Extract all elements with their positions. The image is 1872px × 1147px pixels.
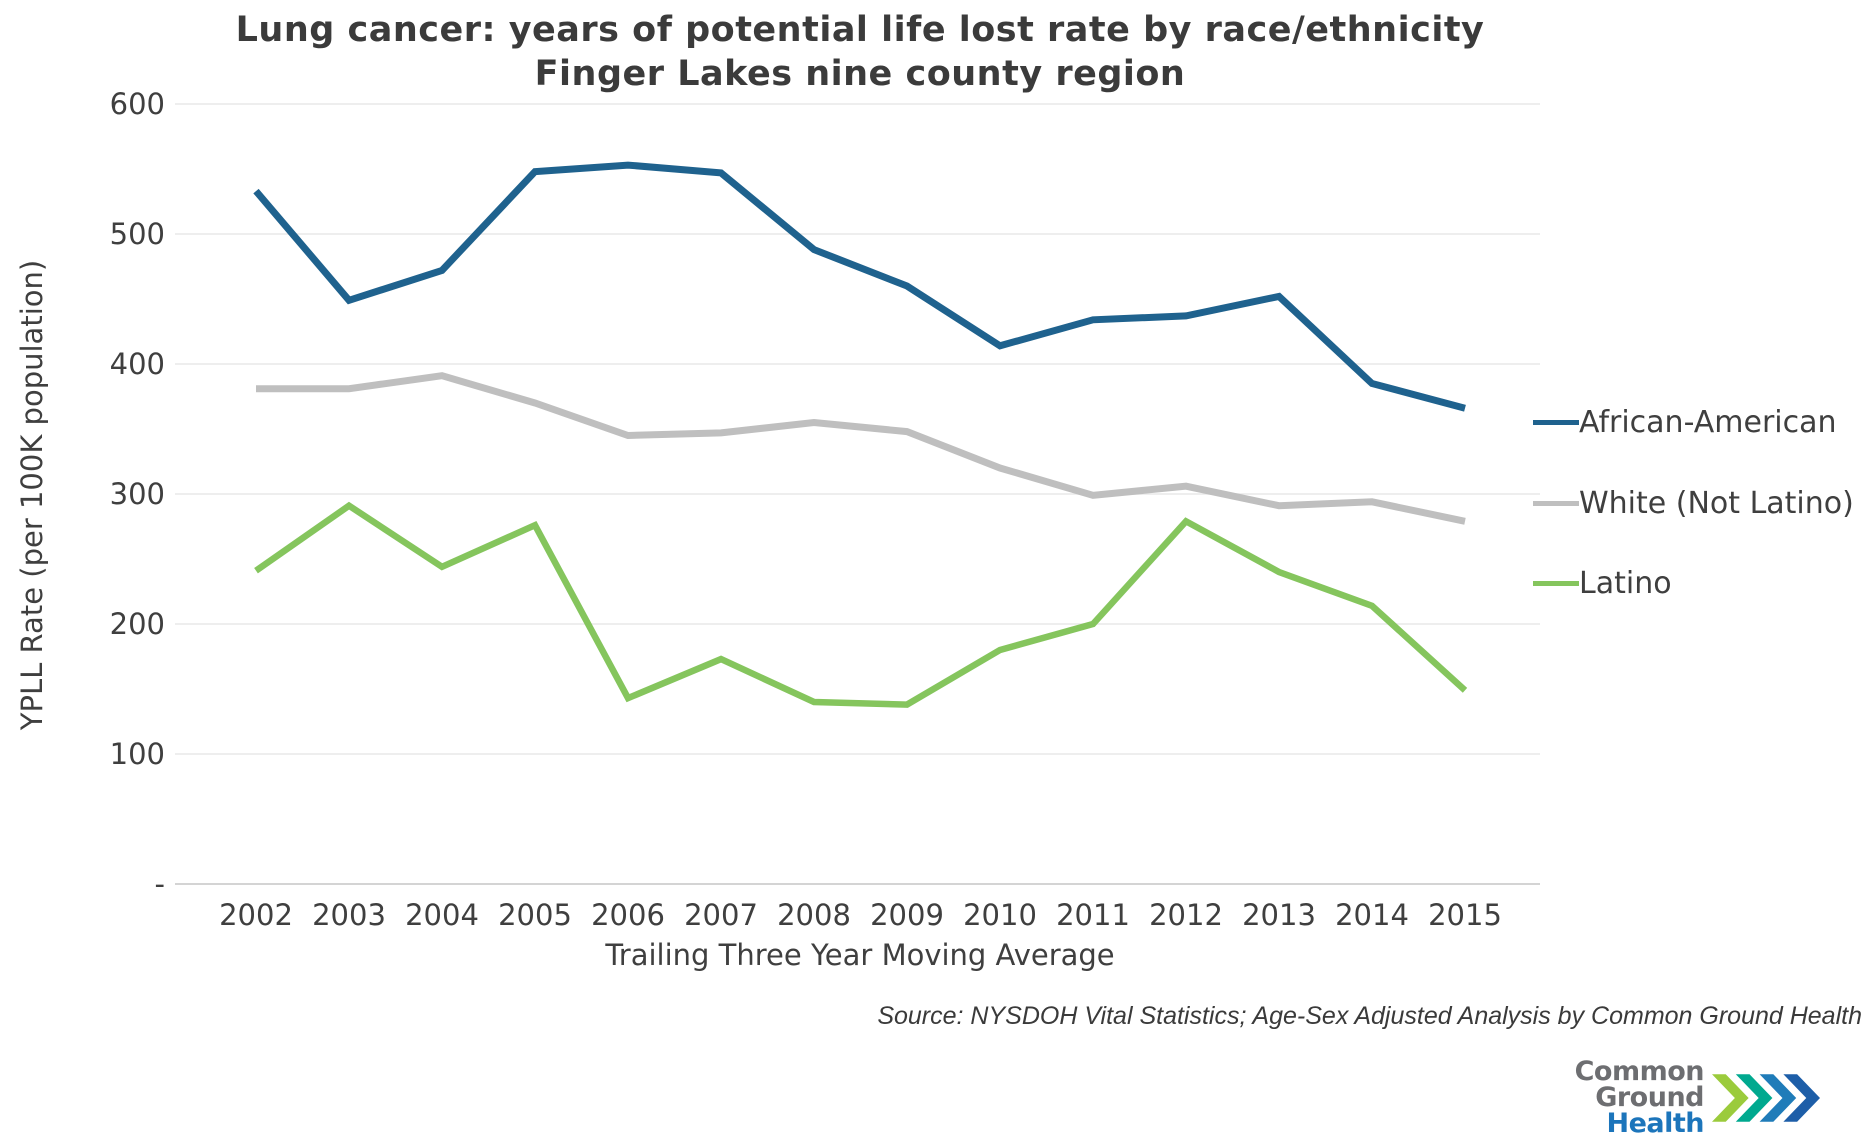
logo-chevron [1759, 1074, 1797, 1122]
line-latino [254, 501, 1468, 708]
x-tick-label: 2015 [1428, 898, 1502, 932]
y-tick-label: 300 [109, 477, 165, 511]
legend-label: White (Not Latino) [1579, 485, 1854, 521]
x-tick-label: 2003 [312, 898, 386, 932]
legend-swatch [1533, 419, 1579, 425]
x-tick-label: 2004 [405, 898, 479, 932]
y-tick-label: 100 [109, 737, 165, 771]
logo-chevron [1712, 1074, 1749, 1122]
x-tick-label: 2014 [1335, 898, 1409, 932]
x-tick-label: 2002 [219, 898, 293, 932]
y-tick-label: 400 [109, 347, 165, 381]
x-tick-label: 2005 [498, 898, 572, 932]
y-tick-label: 200 [109, 607, 165, 641]
chart-title-line-1: Lung cancer: years of potential life los… [235, 10, 1485, 50]
x-tick-label: 2006 [591, 898, 665, 932]
logo-chevrons-icon [1712, 1074, 1820, 1122]
y-tick-label: 500 [109, 217, 165, 251]
logo-text: Common Ground Health [1512, 1056, 1705, 1139]
legend-label: Latino [1579, 565, 1672, 601]
legend-swatch [1533, 500, 1579, 506]
y-tick-label: - [154, 867, 165, 901]
x-tick-label: 2008 [777, 898, 851, 932]
x-axis-title: Trailing Three Year Moving Average [605, 938, 1115, 972]
x-tick-label: 2013 [1242, 898, 1316, 932]
legend-item-african-american: African-American [1533, 404, 1837, 440]
line-white-not-latino- [256, 372, 1466, 525]
x-tick-label: 2012 [1149, 898, 1223, 932]
chart-title: Lung cancer: years of potential life los… [150, 8, 1570, 96]
x-tick-label: 2007 [684, 898, 758, 932]
logo-text-line-1: Common Ground [1574, 1056, 1705, 1113]
logo-text-line-2: Health [1606, 1108, 1704, 1139]
logo-chevron [1735, 1074, 1773, 1122]
y-tick-label: 600 [109, 87, 165, 121]
legend-swatch [1533, 580, 1579, 586]
common-ground-health-logo: Common Ground Health [1512, 1058, 1822, 1137]
logo-chevron [1783, 1074, 1820, 1122]
x-tick-label: 2009 [870, 898, 944, 932]
x-tick-label: 2010 [963, 898, 1037, 932]
source-note: Source: NYSDOH Vital Statistics; Age-Sex… [877, 1002, 1862, 1030]
legend-item-white-not-latino-: White (Not Latino) [1533, 485, 1854, 521]
x-tick-label: 2011 [1056, 898, 1130, 932]
line-african-american [253, 161, 1466, 412]
legend-label: African-American [1579, 404, 1837, 440]
legend-item-latino: Latino [1533, 565, 1672, 601]
chart-title-line-2: Finger Lakes nine county region [534, 54, 1186, 94]
